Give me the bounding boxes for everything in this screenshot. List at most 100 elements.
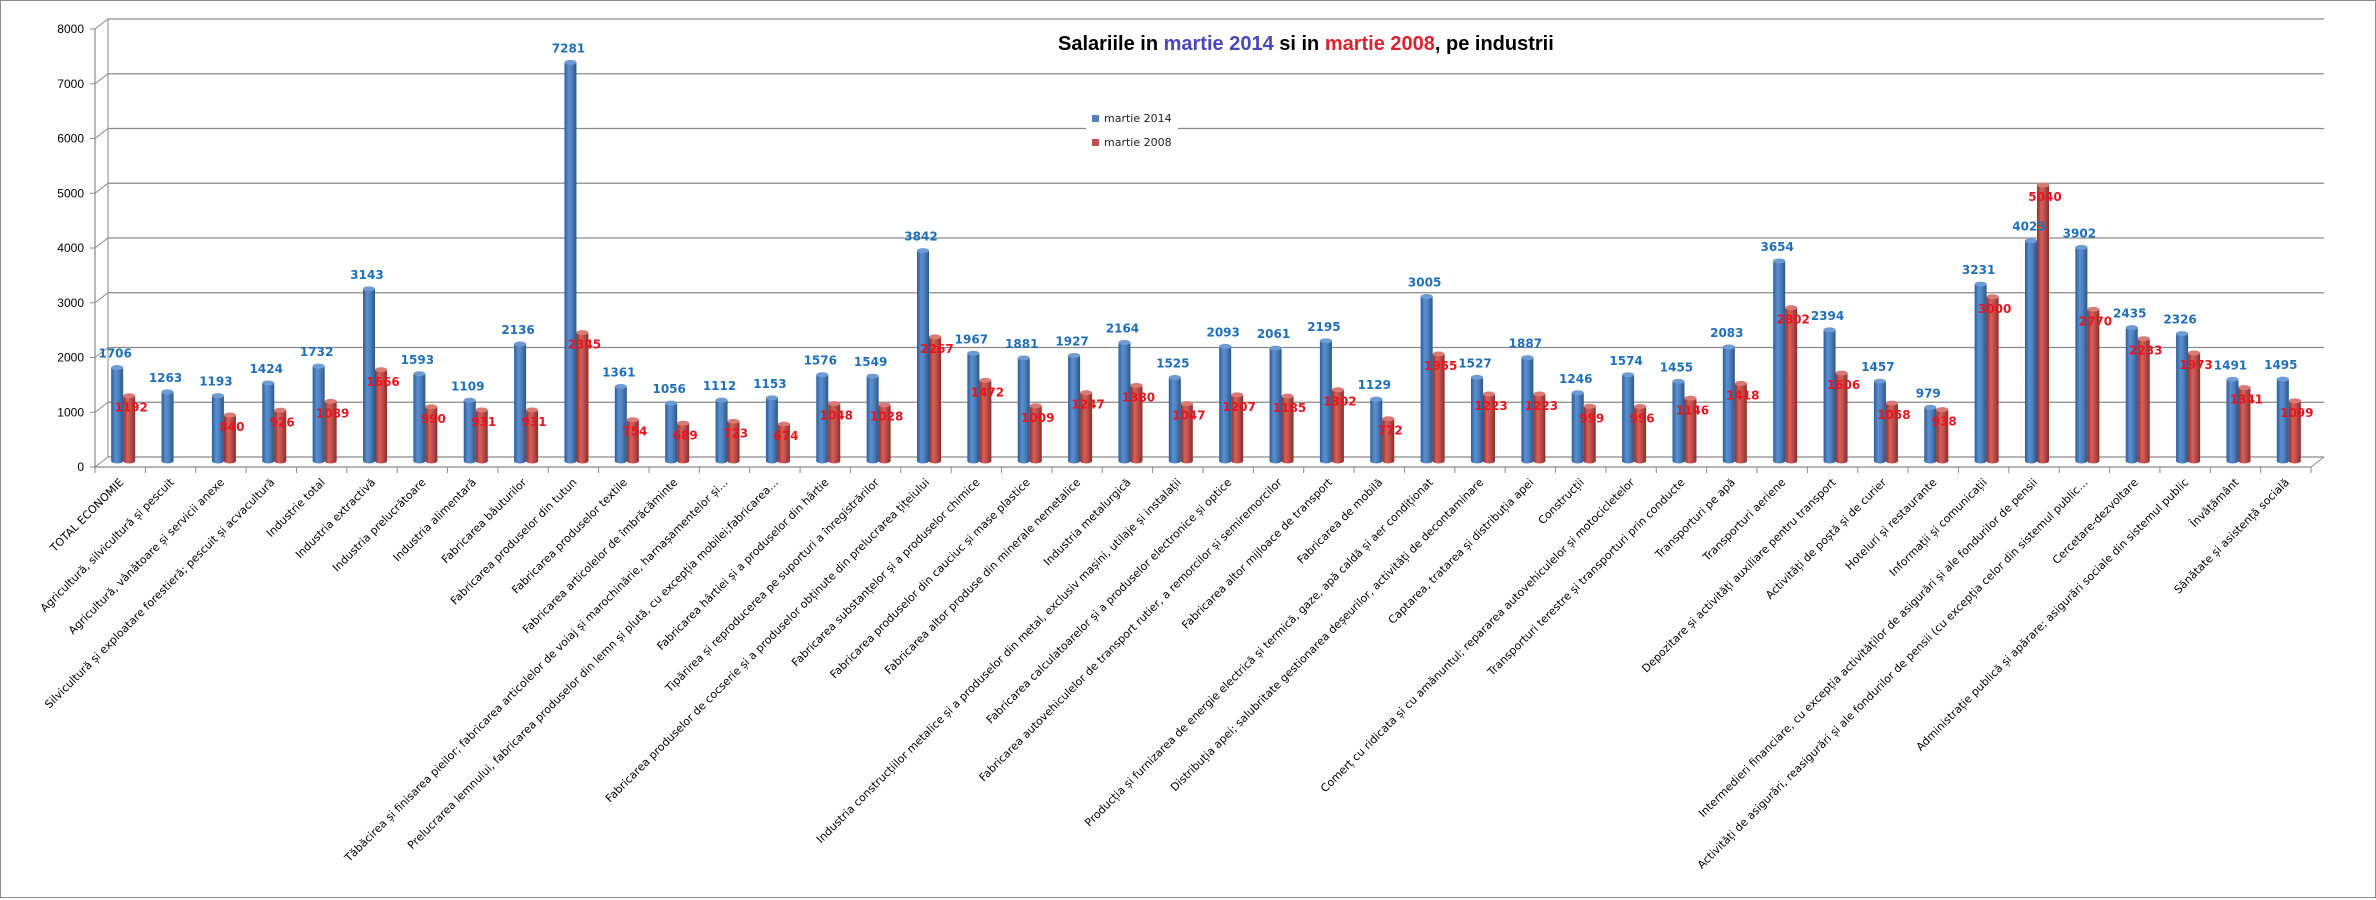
value-label-2008: 754 [622, 425, 647, 439]
value-label-2014: 3143 [350, 268, 383, 282]
bar-top [2188, 350, 2201, 356]
bar-2008 [1684, 395, 1697, 464]
bar-base [1130, 458, 1143, 464]
bar-2008 [878, 402, 891, 464]
bar-2008 [1483, 391, 1495, 464]
y-tick-label: 2000 [57, 351, 84, 365]
bar-base [2037, 458, 2049, 464]
bar-2014 [1168, 375, 1181, 464]
bar-top [979, 377, 992, 383]
bar-2014 [816, 372, 829, 464]
bar-top [1130, 382, 1143, 388]
bar-2008 [425, 404, 438, 464]
value-label-2008: 926 [270, 415, 295, 429]
bar-base [1382, 458, 1395, 464]
bar-2008 [526, 407, 539, 464]
bar-top [1432, 351, 1445, 357]
bar-2014 [1873, 378, 1886, 464]
bar-body [917, 250, 929, 461]
bar-body [1722, 346, 1735, 461]
bar-2008 [929, 334, 941, 464]
bar-top [1785, 305, 1798, 311]
bar-body [1370, 399, 1383, 461]
bar-base [1269, 458, 1282, 464]
bar-base [375, 458, 387, 464]
x-category-label: Fabricarea produselor de cocserie și a p… [603, 476, 932, 805]
bar-top [1873, 378, 1886, 384]
bar-top [1219, 343, 1232, 349]
bar-2014 [715, 397, 728, 464]
bar-2008 [677, 420, 690, 464]
value-label-2014: 1576 [804, 354, 837, 368]
value-label-2014: 1881 [1005, 337, 1038, 351]
gridline-side [94, 347, 109, 358]
bar-top [425, 404, 438, 410]
bar-base [2276, 458, 2289, 464]
y-tick-label: 4000 [57, 241, 84, 255]
bar-body [1231, 394, 1244, 461]
bar-body [1672, 381, 1685, 461]
bar-body [1986, 296, 1999, 461]
bar-2008 [1734, 380, 1747, 464]
bar-base [727, 458, 740, 464]
bar-base [1583, 458, 1596, 464]
bar-2014 [111, 365, 124, 464]
bar-base [2025, 458, 2037, 464]
bar-body [475, 410, 488, 461]
bar-top [1319, 338, 1332, 344]
bar-body [526, 410, 539, 461]
bar-body [1483, 394, 1495, 461]
y-axis: 0 1000 2000 3000 4000 5000 6000 7000 8000 [57, 22, 95, 474]
bar-base [223, 458, 236, 464]
bar-body [866, 376, 879, 461]
bar-body [324, 401, 337, 461]
value-label-2014: 1495 [2264, 358, 2297, 372]
value-label-2014: 3654 [1760, 240, 1793, 254]
bar-body [1873, 381, 1886, 461]
x-category-label: Transporturi aeriene [1700, 476, 1789, 565]
bar-top [715, 397, 728, 403]
bar-base [1986, 458, 1999, 464]
bar-top [1885, 400, 1898, 406]
bar-2008 [2037, 182, 2049, 464]
bar-2014 [1521, 355, 1534, 464]
bar-body [1734, 383, 1747, 461]
bar-2008 [1785, 305, 1798, 464]
x-category-label: Industria metalurgică [1041, 476, 1133, 568]
x-category-label: Industria alimentară [391, 476, 479, 564]
bar-2014 [2226, 376, 2239, 464]
bar-body [1319, 340, 1332, 461]
value-label-2014: 1887 [1509, 337, 1542, 351]
bar-body [878, 404, 891, 461]
bar-top [1118, 340, 1131, 346]
bar-body [564, 62, 577, 462]
value-label-2008: 840 [219, 420, 244, 434]
bar-2014 [2075, 244, 2088, 464]
bar-top [1231, 392, 1244, 398]
bar-base [1432, 458, 1445, 464]
bar-body [1622, 374, 1635, 461]
value-label-2008: 1146 [1676, 403, 1709, 417]
value-label-2014: 979 [1916, 386, 1941, 400]
bar-body [1885, 403, 1898, 461]
bar-body [1118, 342, 1131, 461]
title-part: Salariile in [1058, 33, 1164, 55]
bar-top [564, 59, 577, 65]
bar-top [1734, 380, 1747, 386]
bar-2014 [363, 286, 375, 464]
bars [111, 59, 2301, 464]
bar-base [1017, 458, 1030, 464]
bar-top [526, 407, 539, 413]
value-label-2008: 1223 [1525, 399, 1558, 413]
bar-top [1080, 390, 1093, 396]
bar-top [1835, 370, 1848, 376]
value-label-2008: 723 [723, 426, 748, 440]
bar-base [1370, 458, 1383, 464]
bar-body [2087, 309, 2100, 461]
bar-base [1773, 458, 1786, 464]
value-label-2008: 1341 [2230, 393, 2263, 407]
bar-base [576, 458, 589, 464]
bar-base [111, 458, 124, 464]
legend-item-2014: martie 2014 [1092, 106, 1172, 130]
bar-top [2137, 336, 2150, 342]
